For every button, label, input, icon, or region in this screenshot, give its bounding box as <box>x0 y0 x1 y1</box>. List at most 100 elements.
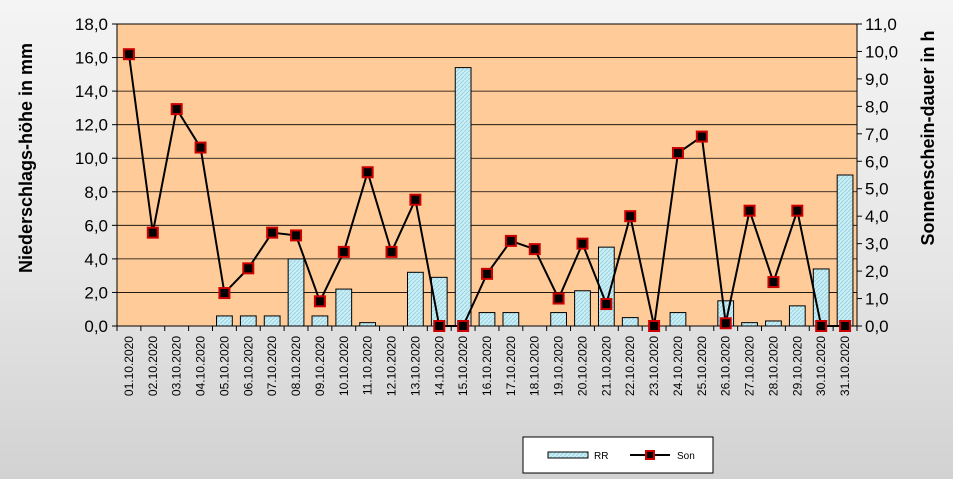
y2-tick-label: 8,0 <box>865 97 889 116</box>
bar-rr <box>239 315 257 327</box>
x-tick-label: 13.10.2020 <box>408 336 422 396</box>
x-tick-label: 29.10.2020 <box>790 336 804 396</box>
bar-rr <box>216 315 233 327</box>
y-axis-left-ticks: 0,0 2,0 4,0 6,0 8,0 10,0 12,0 14,0 16,0 18,0 <box>75 15 117 336</box>
marker-son <box>337 245 350 258</box>
marker-son <box>839 320 852 332</box>
marker-son <box>409 193 422 206</box>
y-tick-label: 8,0 <box>84 183 108 202</box>
legend-son-label: Son <box>677 451 695 462</box>
x-tick-label: 18.10.2020 <box>528 336 542 396</box>
marker-son <box>457 320 470 332</box>
marker-son <box>719 317 732 330</box>
marker-son <box>528 243 541 256</box>
bar-rr <box>574 290 591 327</box>
legend-son-marker <box>645 450 655 460</box>
legend-rr-label: RR <box>594 451 608 462</box>
bar-rr <box>454 67 472 327</box>
marker-son <box>671 147 684 160</box>
x-tick-label: 21.10.2020 <box>599 336 613 396</box>
x-tick-label: 12.10.2020 <box>385 336 399 396</box>
x-tick-label: 16.10.2020 <box>480 336 494 396</box>
legend: RR Son <box>522 436 714 474</box>
x-tick-label: 02.10.2020 <box>146 336 160 396</box>
bar-rr <box>621 317 639 327</box>
marker-son <box>385 245 398 258</box>
x-tick-label: 05.10.2020 <box>217 336 231 396</box>
bar-rr <box>741 322 758 327</box>
marker-son <box>648 320 661 332</box>
y-tick-label: 16,0 <box>75 49 108 68</box>
x-tick-label: 03.10.2020 <box>170 336 184 396</box>
y2-tick-label: 4,0 <box>865 207 889 226</box>
x-tick-label: 25.10.2020 <box>695 336 709 396</box>
x-tick-label: 26.10.2020 <box>719 336 733 396</box>
x-tick-label: 24.10.2020 <box>671 336 685 396</box>
x-tick-label: 19.10.2020 <box>552 336 566 396</box>
y-tick-label: 4,0 <box>84 250 108 269</box>
y2-tick-label: 5,0 <box>865 180 889 199</box>
marker-son <box>600 298 613 311</box>
x-tick-label: 31.10.2020 <box>838 336 852 396</box>
y2-tick-label: 9,0 <box>865 70 889 89</box>
y-axis-label: Niederschlags-höhe in mm <box>16 43 36 273</box>
marker-son <box>743 204 756 217</box>
marker-son <box>194 141 207 154</box>
x-tick-label: 10.10.2020 <box>337 336 351 396</box>
x-tick-label: 14.10.2020 <box>432 336 446 396</box>
bar-rr <box>287 258 305 327</box>
marker-son <box>170 103 183 116</box>
y2-tick-label: 7,0 <box>865 125 889 144</box>
y2-tick-label: 3,0 <box>865 235 889 254</box>
x-tick-label: 22.10.2020 <box>623 336 637 396</box>
y-tick-label: 10,0 <box>75 149 108 168</box>
bar-rr <box>263 315 281 327</box>
marker-son <box>624 210 637 223</box>
y-tick-label: 2,0 <box>84 283 108 302</box>
marker-son <box>361 166 374 179</box>
marker-son <box>481 267 493 280</box>
x-tick-label: 07.10.2020 <box>265 336 279 396</box>
x-tick-label: 04.10.2020 <box>194 336 208 396</box>
x-tick-label: 15.10.2020 <box>456 336 470 396</box>
bar-rr <box>407 271 424 327</box>
markers-son <box>122 48 852 332</box>
plot-area <box>116 23 858 327</box>
marker-son <box>242 262 255 275</box>
x-tick-label: 30.10.2020 <box>814 336 828 396</box>
x-tick-label: 20.10.2020 <box>575 336 589 396</box>
marker-son <box>122 48 135 61</box>
marker-son <box>815 320 828 332</box>
x-tick-label: 28.10.2020 <box>766 336 780 396</box>
x-tick-label: 08.10.2020 <box>289 336 303 396</box>
y2-axis-label: Sonnenschein-dauer in h <box>918 30 938 245</box>
y-tick-label: 12,0 <box>75 116 108 135</box>
bar-rr <box>502 312 520 327</box>
bar-rr <box>359 322 377 327</box>
marker-son <box>218 287 231 300</box>
x-tick-label: 01.10.2020 <box>122 336 136 396</box>
y-axis-right-ticks: 0,0 1,0 2,0 3,0 4,0 5,0 6,0 7,0 8,0 9,0 10,0 11,0 <box>857 15 898 336</box>
marker-son <box>266 226 279 239</box>
marker-son <box>313 295 326 308</box>
marker-son <box>576 237 589 250</box>
y-tick-label: 0,0 <box>84 317 108 336</box>
y2-tick-label: 6,0 <box>865 152 889 171</box>
y-tick-label: 18,0 <box>75 15 108 34</box>
y2-tick-label: 0,0 <box>865 317 889 336</box>
bar-rr <box>765 320 782 327</box>
bar-rr <box>669 312 687 327</box>
y2-tick-label: 11,0 <box>865 15 897 34</box>
bar-rr <box>335 288 353 327</box>
bar-rr <box>788 305 806 327</box>
y2-tick-label: 10,0 <box>865 42 898 61</box>
x-axis-ticks: 01.10.2020 02.10.2020 03.10.2020 04.10.2020… <box>116 326 858 396</box>
marker-son <box>791 204 804 217</box>
x-tick-label: 17.10.2020 <box>504 336 518 396</box>
gridlines <box>117 57 857 293</box>
x-tick-label: 27.10.2020 <box>743 336 757 396</box>
marker-son <box>552 292 565 305</box>
x-tick-label: 06.10.2020 <box>241 336 255 396</box>
marker-son <box>504 234 517 247</box>
